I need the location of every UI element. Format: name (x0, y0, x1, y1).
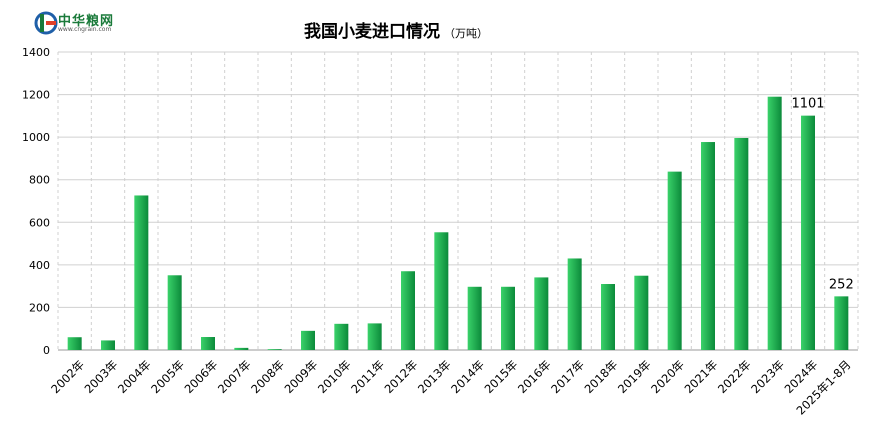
bar-2017年 (567, 258, 582, 350)
y-tick-label: 200 (29, 301, 50, 314)
y-tick-label: 1400 (22, 46, 50, 59)
y-axis-ticks: 0 200 400 600 800 1000 1200 1400 (22, 46, 50, 357)
x-tick-label: 2021年 (682, 357, 721, 396)
x-tick-label: 2014年 (448, 357, 487, 396)
x-tick-label: 2005年 (148, 357, 187, 396)
y-tick-label: 1200 (22, 89, 50, 102)
bar-2006年 (201, 337, 215, 350)
bar-2019年 (634, 275, 649, 350)
bar-2007年 (234, 347, 249, 350)
logo-name: 中华粮网 (58, 14, 115, 29)
x-tick-label: 2019年 (615, 357, 654, 396)
bar-2023年 (767, 96, 782, 350)
y-tick-label: 400 (29, 259, 50, 272)
x-tick-label: 2002年 (48, 357, 87, 396)
y-tick-label: 0 (43, 344, 50, 357)
x-axis-ticks: 2002年2003年2004年2005年2006年2007年2008年2009年… (48, 357, 853, 417)
bar-2009年 (301, 330, 315, 350)
x-tick-label: 2010年 (315, 357, 354, 396)
logo-icon (34, 11, 58, 35)
chart-title: 我国小麦进口情况 (304, 21, 440, 42)
bar-2024年 (801, 115, 815, 350)
grid-lines (57, 51, 859, 350)
x-tick-label: 2012年 (382, 357, 421, 396)
logo-url: www.cngrain.com (58, 26, 112, 33)
y-tick-label: 600 (29, 216, 50, 229)
x-tick-label: 2004年 (115, 357, 154, 396)
x-tick-label: 2020年 (648, 357, 687, 396)
bar-2010年 (334, 323, 349, 350)
bar-2011年 (367, 323, 382, 350)
bar-2021年 (701, 142, 715, 350)
bar-2014年 (467, 286, 482, 350)
bars (67, 96, 849, 350)
data-label: 1101 (791, 97, 824, 112)
x-tick-label: 2015年 (482, 357, 521, 396)
x-tick-label: 2003年 (82, 357, 121, 396)
x-tick-label: 2013年 (415, 357, 454, 396)
x-tick-label: 2023年 (748, 357, 787, 396)
logo (34, 10, 144, 36)
x-tick-label: 2017年 (548, 357, 587, 396)
bar-2003年 (101, 340, 115, 350)
bar-2020年 (667, 171, 682, 350)
bar-2016年 (534, 277, 549, 350)
bar-2012年 (401, 271, 415, 350)
bar-2015年 (501, 286, 515, 350)
data-label: 252 (829, 277, 854, 292)
bar-2008年 (267, 349, 282, 350)
bar-2002年 (67, 337, 82, 350)
bar-2025年1-8月 (834, 296, 849, 350)
x-tick-label: 2007年 (215, 357, 254, 396)
y-tick-label: 800 (29, 174, 50, 187)
x-tick-label: 2009年 (282, 357, 321, 396)
x-tick-label: 2018年 (582, 357, 621, 396)
bar-2004年 (134, 195, 149, 350)
x-tick-label: 2008年 (248, 357, 287, 396)
x-tick-label: 2022年 (715, 357, 754, 396)
bar-2013年 (434, 232, 449, 350)
y-tick-label: 1000 (22, 131, 50, 144)
chart-unit: （万吨） (444, 27, 488, 40)
x-tick-label: 2006年 (182, 357, 221, 396)
bar-2018年 (601, 284, 615, 350)
x-tick-label: 2011年 (348, 357, 387, 396)
x-tick-label: 2016年 (515, 357, 554, 396)
bar-2005年 (167, 275, 182, 350)
data-labels: 1101 252 (791, 97, 853, 293)
bar-2022年 (734, 137, 749, 350)
